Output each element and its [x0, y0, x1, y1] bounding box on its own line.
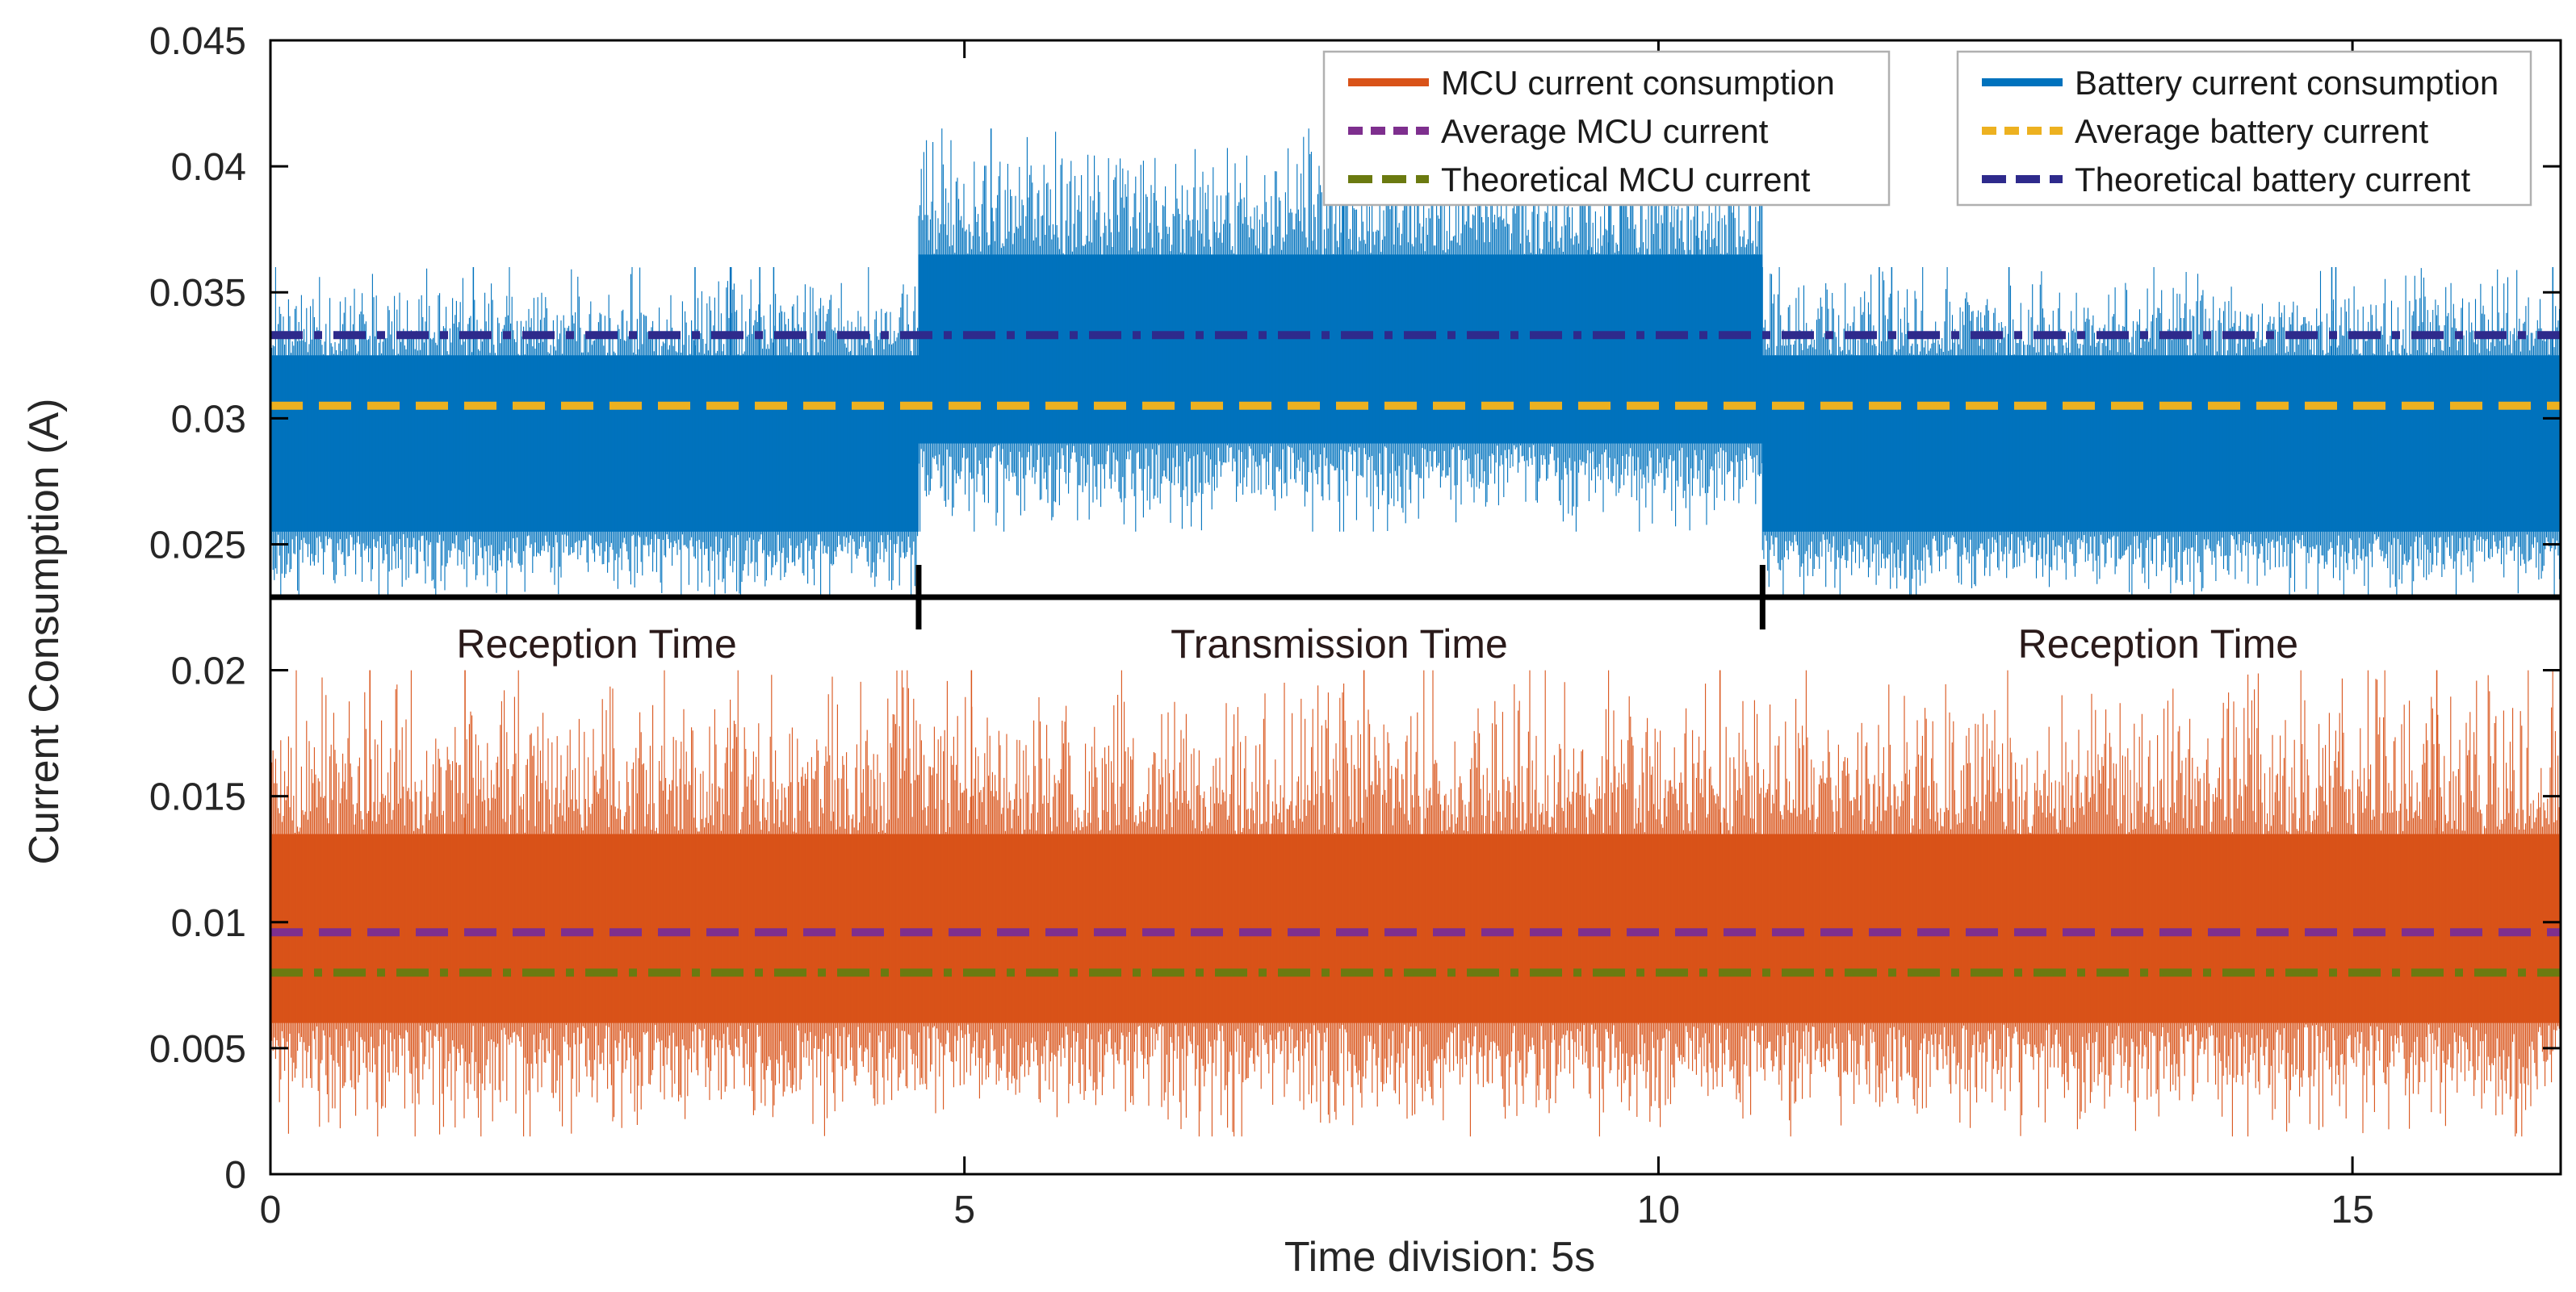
y-tick-label: 0.01: [171, 902, 246, 945]
phase-label: Reception Time: [2018, 621, 2298, 667]
axes-frame: [269, 39, 2562, 1176]
y-tick-label: 0: [224, 1154, 246, 1197]
legend-entry-label: Theoretical battery current: [2075, 161, 2471, 199]
axis-ticks: 0 0.005 0.01 0.015 0.02 0.025 0.03 0.035 0.04 0.0…: [149, 20, 2561, 1231]
legend-entry-label: MCU current consumption: [1441, 64, 1835, 102]
phase-label: Transmission Time: [1171, 621, 1508, 667]
y-tick-label: 0.035: [149, 272, 246, 315]
x-tick-label: 0: [260, 1189, 282, 1231]
battery-current-consumptiontrace: [270, 128, 2561, 600]
trace-spikes: [1761, 267, 2561, 600]
y-tick-label: 0.045: [149, 20, 246, 63]
phase-annotations: Reception Time Transmission Time Reception…: [270, 565, 2561, 667]
phase-label: Reception Time: [456, 621, 736, 667]
legend-entry-label: Average battery current: [2075, 112, 2428, 150]
legend-entry-label: Average MCU current: [1441, 112, 1769, 150]
legend-box: MCU current consumption Average MCU curre…: [1322, 50, 1891, 207]
y-tick-label: 0.005: [149, 1028, 246, 1071]
y-tick-label: 0.03: [171, 398, 246, 441]
y-tick-label: 0.02: [171, 650, 246, 693]
y-tick-label: 0.025: [149, 524, 246, 567]
plot-area: [270, 128, 2561, 1137]
legend-box: Battery current consumption Average batte…: [1956, 50, 2532, 207]
legend-entry-label: Theoretical MCU current: [1441, 161, 1811, 199]
x-axis-label: Time division: 5s: [1284, 1234, 1595, 1281]
x-tick-label: 5: [953, 1189, 975, 1231]
y-tick-label: 0.015: [149, 776, 246, 819]
x-tick-label: 10: [1637, 1189, 1680, 1231]
y-axis-label: Current Consumption (A): [21, 399, 68, 865]
legend-entry-label: Battery current consumption: [2075, 64, 2499, 102]
y-tick-label: 0.04: [171, 146, 246, 189]
legend: MCU current consumption Average MCU curre…: [1322, 50, 2532, 207]
x-tick-label: 15: [2331, 1189, 2373, 1231]
